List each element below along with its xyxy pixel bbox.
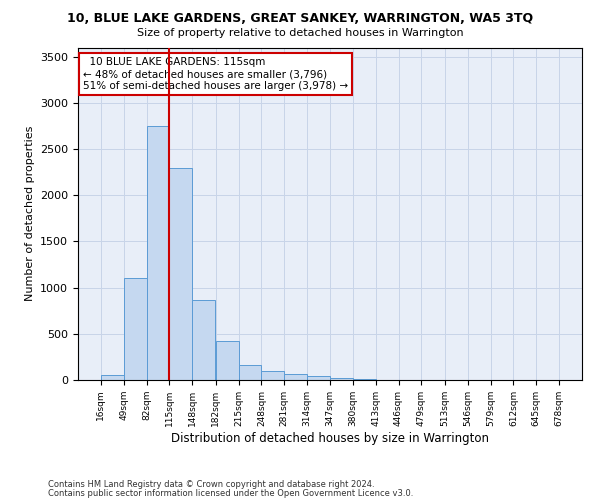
Text: Contains HM Land Registry data © Crown copyright and database right 2024.: Contains HM Land Registry data © Crown c…: [48, 480, 374, 489]
Bar: [124, 278, 146, 380]
Bar: [169, 168, 192, 380]
Text: 10 BLUE LAKE GARDENS: 115sqm  
← 48% of detached houses are smaller (3,796)
51% : 10 BLUE LAKE GARDENS: 115sqm ← 48% of de…: [83, 58, 348, 90]
Text: Size of property relative to detached houses in Warrington: Size of property relative to detached ho…: [137, 28, 463, 38]
Bar: [307, 376, 330, 380]
Bar: [146, 126, 169, 380]
Y-axis label: Number of detached properties: Number of detached properties: [25, 126, 35, 302]
Bar: [330, 378, 353, 380]
Bar: [216, 341, 239, 380]
Text: Contains public sector information licensed under the Open Government Licence v3: Contains public sector information licen…: [48, 489, 413, 498]
Bar: [101, 376, 124, 380]
Text: 10, BLUE LAKE GARDENS, GREAT SANKEY, WARRINGTON, WA5 3TQ: 10, BLUE LAKE GARDENS, GREAT SANKEY, WAR…: [67, 12, 533, 26]
Bar: [262, 371, 284, 380]
Bar: [192, 300, 215, 380]
Bar: [353, 379, 376, 380]
Bar: [284, 374, 307, 380]
Bar: [239, 365, 262, 380]
X-axis label: Distribution of detached houses by size in Warrington: Distribution of detached houses by size …: [171, 432, 489, 444]
